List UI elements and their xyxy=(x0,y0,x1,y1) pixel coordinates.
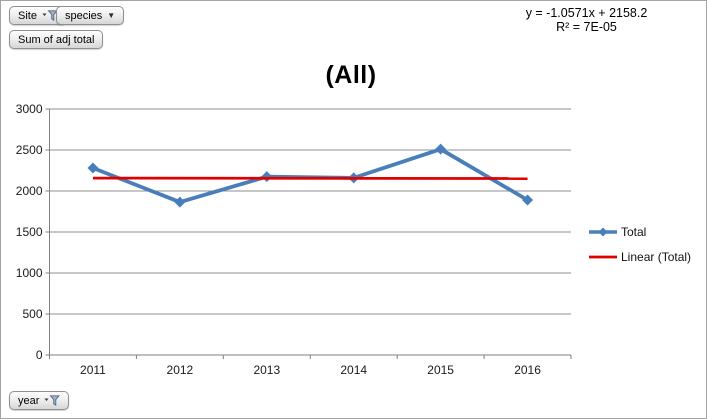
series-marker-diamond[interactable] xyxy=(261,171,273,183)
x-axis-label: 2013 xyxy=(253,363,280,377)
x-axis-label: 2014 xyxy=(340,363,367,377)
series-marker-diamond[interactable] xyxy=(435,143,447,155)
x-axis-label: 2015 xyxy=(427,363,454,377)
legend-item-total: Total xyxy=(589,219,691,244)
y-axis-label: 1000 xyxy=(16,266,43,280)
legend-swatch xyxy=(589,227,617,236)
trendline-r-squared: R² = 7E-05 xyxy=(556,20,617,34)
dropdown-arrow-icon: ▼ xyxy=(107,10,116,20)
series-marker-diamond[interactable] xyxy=(174,196,186,208)
chart-title: (All) xyxy=(325,61,377,89)
series-line-total[interactable] xyxy=(92,147,529,204)
y-axis-label: 2000 xyxy=(16,184,43,198)
year-axis-filter-button[interactable]: year xyxy=(9,391,70,410)
value-field-button[interactable]: Sum of adj total xyxy=(9,30,104,49)
filter-funnel-icon xyxy=(44,395,61,406)
x-axis-label: 2016 xyxy=(514,363,541,377)
y-axis-label: 500 xyxy=(22,307,42,321)
legend-label: Linear (Total) xyxy=(621,249,692,264)
series-marker-diamond[interactable] xyxy=(87,162,99,174)
x-axis-label: 2011 xyxy=(80,363,106,377)
site-filter-label: Site xyxy=(18,9,37,22)
legend-swatch xyxy=(589,255,617,258)
year-axis-filter-label: year xyxy=(18,394,40,407)
value-field-label: Sum of adj total xyxy=(18,33,95,46)
trendline-equation: y = -1.0571x + 2158.2 xyxy=(525,6,648,20)
y-axis-label: 1500 xyxy=(16,225,43,239)
legend-item-linear-total: Linear (Total) xyxy=(589,244,691,269)
series-marker-diamond[interactable] xyxy=(522,194,534,206)
y-axis-label: 2500 xyxy=(16,143,43,157)
site-filter-button[interactable]: Site xyxy=(9,6,67,25)
y-axis-label: 3000 xyxy=(16,102,43,116)
chart-legend: Total Linear (Total) xyxy=(589,219,691,269)
species-filter-button[interactable]: species ▼ xyxy=(56,6,125,25)
legend-label: Total xyxy=(621,224,647,239)
y-axis-label: 0 xyxy=(36,348,43,362)
trendline-equation-block: y = -1.0571x + 2158.2 R² = 7E-05 xyxy=(499,6,674,34)
species-filter-label: species xyxy=(65,9,103,22)
x-axis-label: 2012 xyxy=(167,363,194,377)
